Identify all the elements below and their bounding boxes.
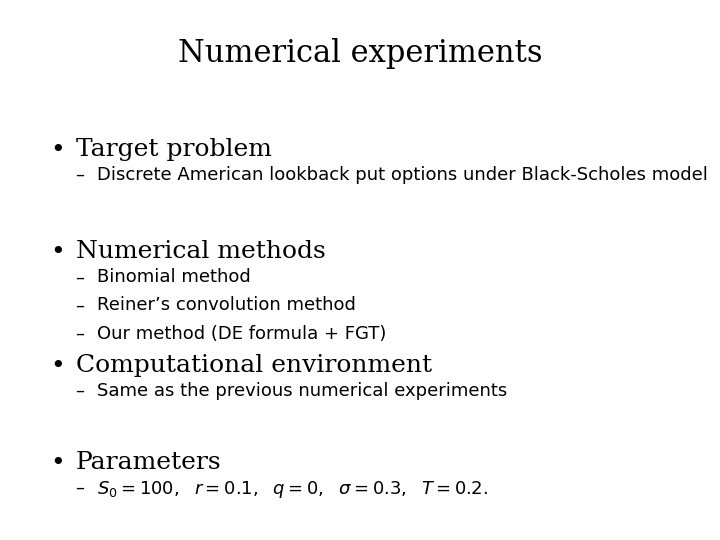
- Text: Numerical experiments: Numerical experiments: [178, 38, 542, 69]
- Text: –: –: [76, 325, 85, 342]
- Text: Discrete American lookback put options under Black-Scholes model: Discrete American lookback put options u…: [97, 166, 708, 184]
- Text: Parameters: Parameters: [76, 451, 221, 474]
- Text: Numerical methods: Numerical methods: [76, 240, 325, 264]
- Text: •: •: [50, 354, 65, 377]
- Text: $S_0 = 100,$  $r = 0.1,$  $q = 0,$  $\sigma= 0.3,$  $T = 0.2.$: $S_0 = 100,$ $r = 0.1,$ $q = 0,$ $\sigma…: [97, 479, 488, 500]
- Text: –: –: [76, 382, 85, 400]
- Text: •: •: [50, 138, 65, 161]
- Text: –: –: [76, 268, 85, 286]
- Text: •: •: [50, 240, 65, 264]
- Text: Same as the previous numerical experiments: Same as the previous numerical experimen…: [97, 382, 508, 400]
- Text: •: •: [50, 451, 65, 475]
- Text: Target problem: Target problem: [76, 138, 271, 161]
- Text: Our method (DE formula + FGT): Our method (DE formula + FGT): [97, 325, 387, 342]
- Text: Reiner’s convolution method: Reiner’s convolution method: [97, 296, 356, 314]
- Text: –: –: [76, 479, 85, 497]
- Text: –: –: [76, 296, 85, 314]
- Text: Binomial method: Binomial method: [97, 268, 251, 286]
- Text: –: –: [76, 166, 85, 184]
- Text: Computational environment: Computational environment: [76, 354, 432, 377]
